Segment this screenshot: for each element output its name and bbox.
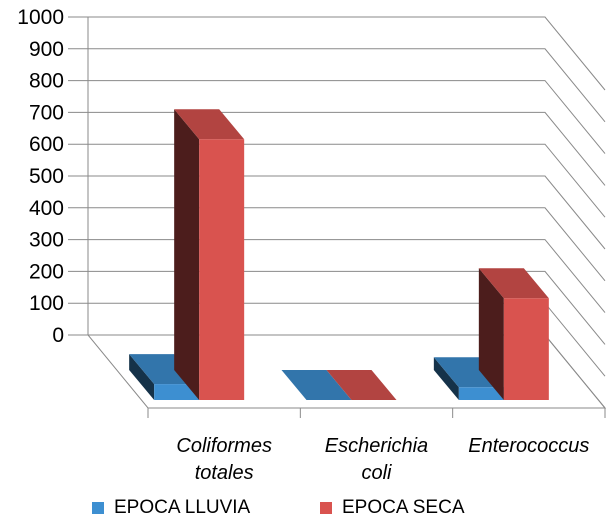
bar-front-face <box>503 298 549 400</box>
bar-top-face <box>174 109 245 140</box>
bar-top-face <box>326 370 397 400</box>
bar-side-face <box>174 109 200 401</box>
y-tick-label: 200 <box>29 260 64 283</box>
gridline <box>88 111 606 186</box>
y-tick-label: 500 <box>29 165 64 188</box>
y-tick-label: 1000 <box>17 6 64 29</box>
y-tick-label: 700 <box>29 101 64 124</box>
category-labels: Coliformes totales Escherichia coli Enteroco… <box>176 435 589 484</box>
bar-top-face <box>433 357 504 388</box>
bar-side-face <box>129 354 155 400</box>
category-label: Escherichia <box>325 435 428 457</box>
bar-seca <box>174 109 245 401</box>
legend-swatch-seca <box>320 502 332 514</box>
gridline <box>88 80 606 154</box>
y-tick-label: 600 <box>29 133 64 156</box>
y-tick-label: 300 <box>29 229 64 252</box>
bar-lluvia <box>281 370 352 400</box>
chart-floor <box>86 334 606 418</box>
category-label: Coliformes <box>176 435 272 457</box>
bar-top-face <box>478 268 549 299</box>
legend-label-seca: EPOCA SECA <box>342 497 465 518</box>
bar-side-face <box>433 357 459 400</box>
y-tick-label: 0 <box>52 324 64 347</box>
y-axis-ticks: 0 100 200 300 400 500 600 700 800 900 1000 <box>17 6 88 347</box>
bar-side-face <box>478 268 504 400</box>
y-tick-label: 900 <box>29 38 64 61</box>
y-tick-label: 100 <box>29 292 64 315</box>
gridline <box>88 175 606 250</box>
category-label: Enterococcus <box>468 435 589 457</box>
legend-label-lluvia: EPOCA LLUVIA <box>114 497 251 518</box>
legend-item-seca: EPOCA SECA <box>320 497 465 519</box>
legend-swatch-lluvia <box>92 502 104 514</box>
gridline <box>88 207 606 282</box>
category-label: totales <box>195 462 254 484</box>
gridline <box>88 143 606 218</box>
legend-item-lluvia: EPOCA LLUVIA <box>92 497 250 519</box>
bar-front-face <box>199 139 245 401</box>
bar-seca <box>326 370 397 400</box>
category-label: coli <box>361 462 392 484</box>
bar-lluvia <box>433 357 504 400</box>
gridline <box>88 16 606 91</box>
bars <box>129 109 549 401</box>
y-tick-label: 400 <box>29 197 64 220</box>
bar-top-face <box>281 370 352 400</box>
bar-front-face <box>458 387 504 400</box>
bar-front-face <box>154 384 200 400</box>
y-tick-label: 800 <box>29 70 64 93</box>
gridline <box>88 48 606 123</box>
bar-seca <box>478 268 549 400</box>
